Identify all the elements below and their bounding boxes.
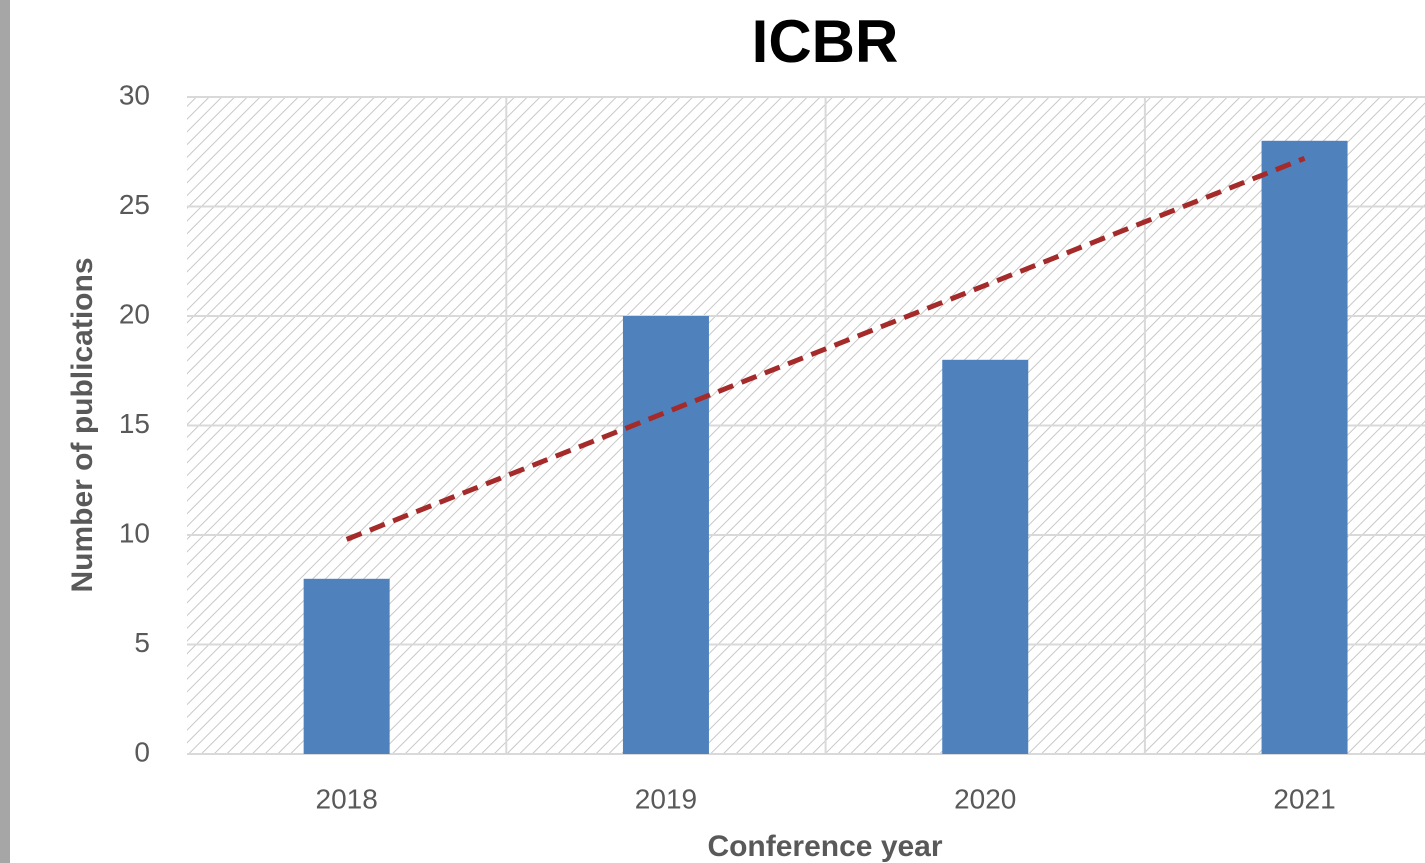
x-tick-label: 2019 [635, 783, 697, 814]
bar [942, 359, 1029, 754]
bar [303, 578, 390, 754]
window-edge [0, 0, 10, 863]
y-tick-label: 30 [119, 79, 150, 110]
bar [1261, 140, 1348, 755]
y-tick-label: 0 [134, 736, 150, 767]
trendline [345, 155, 1306, 542]
y-axis-label: Number of publications [66, 257, 99, 592]
y-tick-label: 15 [119, 408, 150, 439]
y-tick-label: 5 [134, 627, 150, 658]
y-tick-label: 25 [119, 189, 150, 220]
x-tick-label: 2020 [954, 783, 1016, 814]
x-axis-label: Conference year [707, 830, 942, 863]
y-tick-label: 10 [119, 517, 150, 548]
bar [622, 316, 709, 754]
x-tick-label: 2021 [1273, 783, 1335, 814]
chart-title: ICBR [752, 8, 899, 75]
x-tick-label: 2018 [316, 783, 378, 814]
y-tick-label: 20 [119, 298, 150, 329]
